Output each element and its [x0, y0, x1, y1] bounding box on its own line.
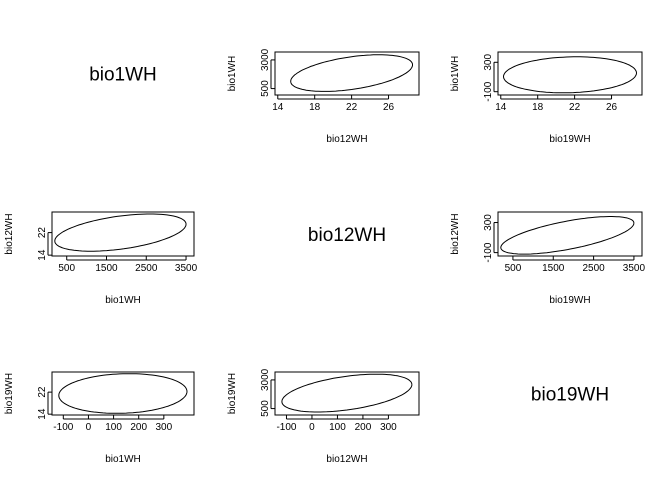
y-tick-label: -100	[483, 242, 494, 262]
panel-1-1: bio12WH	[308, 225, 386, 246]
plot-frame	[274, 51, 420, 96]
x-tick-label: 300	[155, 422, 172, 433]
y-tick-label: 14	[37, 408, 48, 420]
diagonal-variable-label: bio12WH	[308, 225, 386, 246]
x-tick-label: 0	[86, 422, 92, 433]
diagonal-variable-label: bio1WH	[89, 65, 157, 86]
y-tick-label: 500	[260, 400, 271, 417]
y-tick-label: 22	[37, 386, 48, 398]
x-tick-label: 26	[383, 102, 395, 113]
y-tick-label: 300	[483, 54, 494, 71]
x-tick-label: 2500	[135, 263, 158, 274]
x-axis-label: bio12WH	[326, 134, 367, 145]
data-ellipse	[54, 213, 187, 252]
plot-frame	[497, 211, 643, 257]
data-ellipse	[502, 56, 637, 94]
panel-0-1: 14 18 22 26 500 3000 bio12WH bio1WH	[227, 48, 420, 145]
data-ellipse	[281, 373, 413, 413]
x-tick-label: 26	[606, 102, 618, 113]
x-axis-label: bio1WH	[105, 295, 141, 306]
x-tick-label: 2500	[582, 263, 605, 274]
y-axis-label: bio19WH	[227, 373, 238, 414]
x-tick-label: 200	[355, 422, 372, 433]
y-axis-label: bio19WH	[4, 373, 15, 414]
panel-1-0: 500 1500 2500 3500 14 22 bio1WH bio12WH	[4, 211, 198, 306]
x-tick-label: 14	[272, 102, 284, 113]
data-ellipse	[58, 373, 188, 414]
x-tick-label: -100	[276, 422, 296, 433]
x-tick-label: 3500	[623, 263, 646, 274]
x-tick-label: 14	[495, 102, 507, 113]
y-axis-label: bio12WH	[450, 213, 461, 254]
panel-0-2: 14 18 22 26 -100 300 bio19WH bio1WH	[450, 51, 643, 145]
plot-frame	[51, 371, 195, 416]
y-tick-label: 22	[37, 227, 48, 239]
x-axis-label: bio19WH	[549, 295, 590, 306]
x-tick-label: 100	[329, 422, 346, 433]
y-tick-label: 14	[37, 249, 48, 261]
x-tick-label: 300	[380, 422, 397, 433]
diagonal-variable-label: bio19WH	[531, 385, 609, 406]
x-tick-label: 18	[309, 102, 321, 113]
x-tick-label: -100	[53, 422, 73, 433]
panel-0-0: bio1WH	[89, 65, 157, 86]
plot-frame	[497, 51, 643, 96]
x-tick-label: 3500	[175, 263, 198, 274]
data-ellipse	[290, 54, 413, 92]
y-tick-label: 3000	[260, 48, 271, 71]
data-ellipse	[500, 216, 635, 255]
x-axis-label: bio19WH	[549, 134, 590, 145]
plot-frame	[51, 211, 195, 257]
x-tick-label: 1500	[95, 263, 118, 274]
y-tick-label: 3000	[260, 368, 271, 391]
x-tick-label: 18	[532, 102, 544, 113]
x-tick-label: 100	[105, 422, 122, 433]
y-axis-label: bio12WH	[4, 213, 15, 254]
x-tick-label: 1500	[542, 263, 565, 274]
panel-2-0: -100 0 100 200 300 14 22 bio1WH bio19WH	[4, 371, 195, 465]
panel-2-1: -100 0 100 200 300 500 3000 bio12WH bio19WH	[227, 368, 420, 465]
plot-frame	[274, 371, 420, 416]
x-tick-label: 500	[58, 263, 75, 274]
x-axis-label: bio12WH	[326, 454, 367, 465]
x-tick-label: 200	[130, 422, 147, 433]
y-tick-label: 500	[260, 80, 271, 97]
y-axis-label: bio1WH	[450, 56, 461, 92]
x-tick-label: 0	[309, 422, 315, 433]
panel-1-2: 500 1500 2500 3500 -100 300 bio19WH bio12WH	[450, 211, 646, 306]
x-axis-label: bio1WH	[105, 454, 141, 465]
y-tick-label: -100	[483, 81, 494, 101]
x-tick-label: 22	[569, 102, 581, 113]
x-tick-label: 500	[505, 263, 522, 274]
x-tick-label: 22	[346, 102, 358, 113]
y-axis-label: bio1WH	[227, 56, 238, 92]
panel-2-2: bio19WH	[531, 385, 609, 406]
y-tick-label: 300	[483, 214, 494, 231]
